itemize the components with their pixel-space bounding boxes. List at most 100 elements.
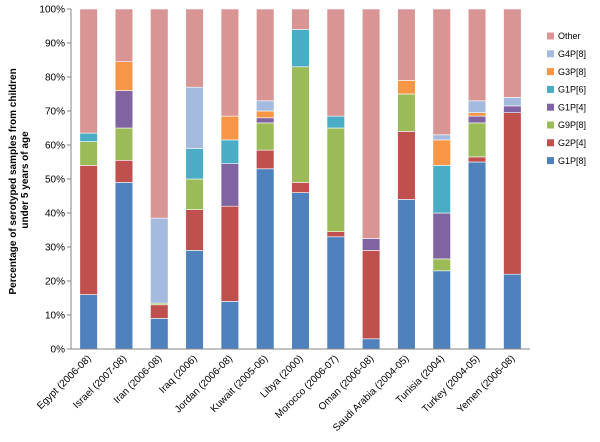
bar-segment bbox=[432, 258, 451, 272]
y-tick-label: 90% bbox=[45, 39, 65, 50]
legend-item: G1P[8] bbox=[547, 156, 586, 166]
bar-stack bbox=[361, 8, 381, 350]
y-tick-label: 80% bbox=[45, 73, 65, 84]
y-tick-label: 50% bbox=[45, 175, 65, 186]
y-tick-label: 10% bbox=[45, 311, 65, 322]
bar-segment bbox=[432, 139, 451, 166]
y-axis-label: Percentage of serotyped samples from chi… bbox=[8, 66, 31, 295]
bar-segment bbox=[503, 273, 522, 350]
legend-item: G4P[8] bbox=[547, 49, 586, 59]
legend-swatch bbox=[547, 50, 554, 58]
bar-segment bbox=[256, 149, 275, 170]
bar-segment bbox=[79, 294, 98, 350]
bar-segment bbox=[361, 250, 381, 340]
legend: Other G4P[8] G3P[8] G1P[6] G1P[4] G9P[8] G2P[4… bbox=[547, 31, 586, 166]
bar-segment bbox=[79, 141, 98, 166]
legend-swatch bbox=[547, 68, 554, 76]
bar-segment bbox=[185, 86, 204, 149]
bar-segment bbox=[256, 117, 275, 124]
bar-segment bbox=[220, 115, 240, 141]
bar-segment bbox=[326, 236, 345, 350]
bar-segment bbox=[397, 199, 416, 350]
bar-segment bbox=[79, 165, 98, 295]
y-axis: 0% 10% 20% 30% 40% 50% 60% 70% 80% 90% 100% bbox=[39, 5, 72, 356]
bar-segment bbox=[467, 100, 487, 114]
bar-segment bbox=[114, 8, 134, 63]
bar-segment bbox=[185, 148, 204, 180]
bar-segment bbox=[220, 139, 240, 164]
bar-segment bbox=[432, 134, 451, 141]
bar-stack bbox=[397, 8, 416, 350]
x-axis: Egypt (2006-08)Israel (2007-08)Iran (200… bbox=[35, 348, 530, 434]
legend-swatch bbox=[547, 139, 554, 147]
bar-segment bbox=[361, 238, 381, 251]
y-tick-label: 100% bbox=[39, 5, 65, 16]
bar-segment bbox=[150, 304, 169, 319]
bar-segment bbox=[256, 168, 275, 350]
y-axis-label-line-1: Percentage of serotyped samples from chi… bbox=[8, 68, 19, 294]
legend-label: G9P[8] bbox=[558, 120, 586, 130]
legend-swatch bbox=[547, 85, 554, 93]
legend-swatch bbox=[547, 103, 554, 111]
bar-segment bbox=[326, 8, 345, 117]
bar-segment bbox=[114, 182, 134, 350]
legend-label: G1P[8] bbox=[558, 156, 586, 166]
bar-stack bbox=[256, 8, 275, 350]
bar-segment bbox=[291, 182, 310, 193]
legend-item: G1P[4] bbox=[547, 102, 586, 112]
bar-stack bbox=[326, 8, 345, 350]
legend-item: G1P[6] bbox=[547, 85, 586, 95]
bar-segment bbox=[361, 8, 381, 239]
bar-stack bbox=[432, 8, 451, 350]
bar-segment bbox=[220, 163, 240, 207]
bar-segment bbox=[467, 8, 487, 102]
bar-stack bbox=[150, 8, 169, 350]
legend-label: G2P[4] bbox=[558, 138, 586, 148]
bar-segment bbox=[185, 8, 204, 88]
legend-label: G1P[6] bbox=[558, 85, 586, 95]
legend-swatch bbox=[547, 121, 554, 129]
bar-segment bbox=[114, 90, 134, 129]
bar-segment bbox=[256, 122, 275, 151]
bar-segment bbox=[114, 160, 134, 183]
bar-segment bbox=[467, 122, 487, 158]
bar-stack bbox=[185, 8, 204, 350]
legend-item: G2P[4] bbox=[547, 138, 586, 148]
svg-text:Percentage of serotyped sample: Percentage of serotyped samples from chi… bbox=[8, 66, 31, 295]
legend-label: G4P[8] bbox=[558, 49, 586, 59]
bar-segment bbox=[432, 165, 451, 214]
legend-item: G3P[8] bbox=[547, 67, 586, 77]
bar-segment bbox=[256, 100, 275, 112]
bar-stack bbox=[220, 8, 240, 350]
y-tick-label: 70% bbox=[45, 107, 65, 118]
bar-stack bbox=[467, 8, 487, 350]
bar-stack bbox=[114, 8, 134, 350]
bar-segment bbox=[397, 131, 416, 200]
bar-stack bbox=[503, 8, 522, 350]
y-tick-label: 30% bbox=[45, 243, 65, 254]
bar-segment bbox=[220, 8, 240, 117]
bar-segment bbox=[114, 127, 134, 161]
bar-segment bbox=[467, 156, 487, 163]
bar-segment bbox=[114, 61, 134, 91]
legend-item: G9P[8] bbox=[547, 120, 586, 130]
legend-label: G3P[8] bbox=[558, 67, 586, 77]
bar-segment bbox=[397, 8, 416, 81]
bar-segment bbox=[503, 112, 522, 275]
legend-item: Other bbox=[547, 31, 581, 41]
y-tick-label: 20% bbox=[45, 277, 65, 288]
bar-segment bbox=[432, 8, 451, 136]
legend-swatch bbox=[547, 32, 554, 40]
bar-segment bbox=[291, 29, 310, 68]
bar-segment bbox=[291, 8, 310, 30]
bar-segment bbox=[397, 93, 416, 132]
bar-segment bbox=[467, 112, 487, 117]
bar-segment bbox=[150, 217, 169, 304]
bar-segment bbox=[79, 8, 98, 134]
bar-segment bbox=[291, 192, 310, 350]
bar-segment bbox=[185, 250, 204, 350]
bar-segment bbox=[326, 115, 345, 129]
x-tick-label: Morocco (2006-07) bbox=[273, 353, 341, 421]
bar-segment bbox=[256, 8, 275, 102]
